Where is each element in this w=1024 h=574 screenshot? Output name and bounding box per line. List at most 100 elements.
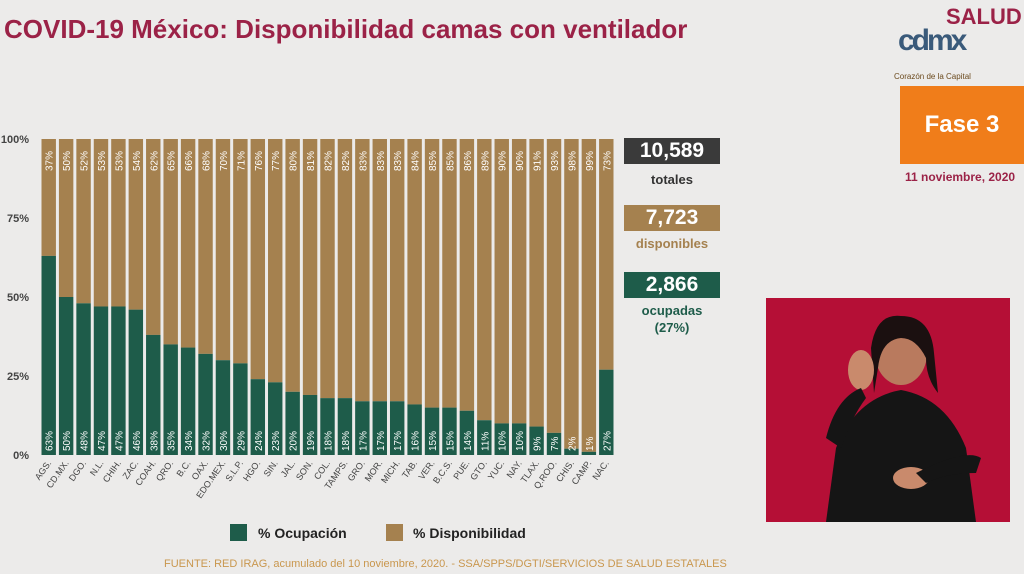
data-label-disponibilidad: 76%	[254, 151, 265, 171]
occupied-beds-percent: (27%)	[654, 320, 690, 335]
bar-disponibilidad	[233, 139, 248, 364]
data-label-disponibilidad: 82%	[341, 151, 352, 171]
data-label-disponibilidad: 99%	[585, 151, 596, 171]
data-label-ocupacion: 30%	[219, 431, 230, 451]
bar-ocupacion	[511, 423, 527, 455]
data-label-ocupacion: 17%	[393, 431, 404, 451]
bar-ocupacion	[546, 432, 562, 455]
bar-ocupacion	[459, 410, 475, 455]
data-label-disponibilidad: 77%	[271, 151, 282, 171]
bar-disponibilidad	[407, 139, 422, 405]
bar-ocupacion	[424, 407, 440, 455]
data-label-ocupacion: 23%	[271, 431, 282, 451]
bar-ocupacion	[76, 303, 91, 455]
x-tick-label: SIN.	[262, 458, 280, 478]
data-label-ocupacion: 19%	[306, 431, 317, 451]
bar-disponibilidad	[355, 139, 370, 402]
interpreter-figure	[766, 298, 1010, 522]
x-tick-label: S.L.P.	[223, 458, 245, 483]
bar-disponibilidad	[111, 139, 126, 307]
bar-ocupacion	[355, 401, 370, 455]
data-label-disponibilidad: 53%	[97, 151, 108, 171]
x-tick-label: SON.	[294, 458, 315, 482]
bar-ocupacion	[442, 407, 457, 455]
bar-disponibilidad	[198, 139, 213, 354]
y-tick-label: 75%	[7, 213, 29, 225]
bar-disponibilidad	[41, 139, 56, 256]
data-label-disponibilidad: 50%	[62, 151, 73, 171]
bar-disponibilidad	[529, 139, 544, 427]
data-label-ocupacion: 35%	[167, 431, 178, 451]
bar-disponibilidad	[320, 139, 335, 399]
bar-chart: 0%25%50%75%100%63%37%AGS.50%50%CD.MX.48%…	[1, 134, 614, 500]
legend-swatch-ocupacion	[230, 524, 247, 541]
data-label-ocupacion: 63%	[45, 431, 56, 451]
legend-label-ocupacion: % Ocupación	[258, 525, 347, 541]
total-beds-value: 10,589	[624, 138, 720, 164]
bar-disponibilidad	[337, 139, 353, 399]
data-label-ocupacion: 2%	[567, 436, 578, 451]
data-label-ocupacion: 38%	[149, 431, 160, 451]
data-label-disponibilidad: 52%	[80, 151, 91, 171]
bar-ocupacion	[268, 382, 283, 455]
data-label-disponibilidad: 83%	[393, 151, 404, 171]
bar-disponibilidad	[424, 139, 440, 408]
bar-disponibilidad	[180, 139, 196, 348]
data-label-disponibilidad: 73%	[602, 151, 613, 171]
bar-disponibilidad	[477, 139, 492, 421]
legend-label-disponibilidad: % Disponibilidad	[413, 525, 526, 541]
data-label-disponibilidad: 90%	[498, 151, 509, 171]
bar-disponibilidad	[76, 139, 91, 304]
data-label-disponibilidad: 90%	[515, 151, 526, 171]
bar-disponibilidad	[581, 139, 597, 452]
bar-ocupacion	[128, 309, 144, 455]
data-label-disponibilidad: 84%	[411, 151, 422, 171]
bar-ocupacion	[372, 401, 387, 455]
data-label-disponibilidad: 89%	[480, 151, 491, 171]
bar-ocupacion	[146, 334, 161, 455]
bar-ocupacion	[93, 306, 109, 455]
bar-ocupacion	[494, 423, 509, 455]
bar-disponibilidad	[511, 139, 527, 424]
data-label-disponibilidad: 91%	[533, 151, 544, 171]
x-tick-label: CHIH.	[101, 458, 123, 484]
available-beds-value: 7,723	[624, 205, 720, 231]
data-label-ocupacion: 47%	[97, 431, 108, 451]
bar-ocupacion	[233, 363, 248, 455]
data-label-disponibilidad: 62%	[149, 151, 160, 171]
x-tick-label: YUC.	[486, 458, 507, 481]
logo-subtitle: Corazón de la Capital	[894, 72, 971, 81]
data-label-disponibilidad: 66%	[184, 151, 195, 171]
page-title: COVID-19 México: Disponibilidad camas co…	[4, 14, 688, 44]
occupied-beds-label: ocupadas	[641, 303, 703, 318]
bar-ocupacion	[599, 369, 614, 455]
data-label-ocupacion: 14%	[463, 431, 474, 451]
data-label-ocupacion: 17%	[358, 431, 369, 451]
bar-disponibilidad	[93, 139, 109, 307]
bar-disponibilidad	[459, 139, 475, 411]
data-label-ocupacion: 9%	[533, 436, 544, 451]
data-label-ocupacion: 27%	[602, 431, 613, 451]
data-label-ocupacion: 10%	[515, 431, 526, 451]
sign-language-interpreter-video	[766, 298, 1010, 522]
data-label-ocupacion: 17%	[376, 431, 387, 451]
data-label-ocupacion: 20%	[289, 431, 300, 451]
data-label-ocupacion: 10%	[498, 431, 509, 451]
bar-ocupacion	[337, 398, 353, 455]
data-label-disponibilidad: 37%	[45, 151, 56, 171]
bar-disponibilidad	[389, 139, 405, 402]
bar-ocupacion	[41, 255, 56, 455]
y-tick-label: 0%	[13, 450, 29, 462]
data-label-disponibilidad: 65%	[167, 151, 178, 171]
bar-ocupacion	[180, 347, 196, 455]
data-label-ocupacion: 29%	[236, 431, 247, 451]
bar-ocupacion	[58, 297, 74, 455]
data-label-ocupacion: 18%	[324, 431, 335, 451]
data-label-disponibilidad: 83%	[358, 151, 369, 171]
bar-ocupacion	[320, 398, 335, 455]
source-note: FUENTE: RED IRAG, acumulado del 10 novie…	[164, 558, 727, 570]
bar-ocupacion	[529, 426, 544, 455]
data-label-disponibilidad: 85%	[445, 151, 456, 171]
bar-disponibilidad	[58, 139, 74, 297]
bar-ocupacion	[389, 401, 405, 455]
